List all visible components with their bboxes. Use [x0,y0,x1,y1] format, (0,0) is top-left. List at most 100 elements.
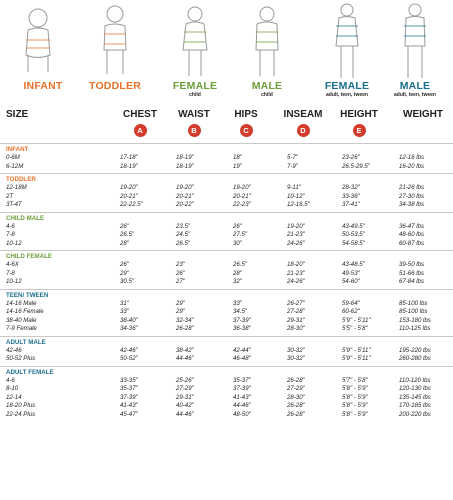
measurement-cell: 5'5" - 5'8" [342,325,368,332]
size-cell: 3T-4T [6,201,22,208]
size-cell: 4-6 [6,376,15,384]
measurement-cell: 9-11" [287,184,301,191]
table-row: 7-8 26.5" 24.5" 27.5" 21-23" 50-53.5" 48-60 lb… [0,231,453,240]
size-cell: 7-8 [6,269,15,277]
column-label: CHEST [123,109,157,120]
measurement-cell: 26" [120,222,129,230]
measurement-cell: 28" [120,239,129,247]
measure-badge: B [187,124,201,137]
measurement-cell: 27-28" [287,308,305,315]
measurement-cell: 29" [176,299,185,307]
toddler-figure-icon [103,5,127,74]
measurement-cell: 26-28" [287,376,305,384]
size-cell: 18-20 Plus [6,402,36,409]
height-column-header: HEIGHT E [334,109,384,137]
measurement-cell: 19-20" [233,184,251,191]
measurement-cell: 110-120 lbs [399,376,431,384]
size-table-body: INFANT 0-6M 17-18" 18-19" 18" 5-7" 23-26" 12-16… [0,143,453,421]
size-table-header: SIZE CHEST A WAIST B HIPS C INSEAM D HEI… [0,109,453,149]
measurement-cell: 34.5" [233,308,248,315]
measurement-cell: 46-48" [233,355,251,362]
measurement-cell: 50-53.5" [342,231,365,238]
table-row: 0-6M 17-18" 18-19" 18" 5-7" 23-26" 12-16 lbs [0,154,453,163]
weight-column-header: WEIGHT [398,109,448,120]
measurement-cell: 200-220 lbs [399,410,431,418]
figure-sublabel: child [189,92,201,98]
table-row: 2T 20-21" 20-21" 20-21" 10-12" 33-36" 27-30 lb… [0,193,453,202]
measurement-cell: 51-66 lbs [399,269,425,277]
measurement-cell: 43-48.5" [342,261,365,268]
measurement-cell: 60-87 lbs [399,239,425,247]
measurement-cell: 26.5-29.5" [342,162,370,170]
measurement-cell: 19-20" [287,222,305,230]
size-cell: 8-10 [6,385,19,392]
measurement-cell: 32-34" [176,316,194,324]
size-section: TEEN/ TWEEN 14-16 Male 31" 29" 33" 26-27" 59-6… [0,288,453,336]
size-cell: 6-12M [6,162,24,170]
figure-label: FEMALE [172,80,218,92]
measurement-cell: 18-19" [176,154,194,161]
size-cell: 38-40 Male [6,316,37,324]
figure-infant: INFANT [8,0,78,104]
measurement-cell: 48-50" [233,410,251,418]
table-row: 22-24 Plus 45-47" 44-46" 48-50" 26-28" 5'8" -… [0,411,453,420]
measurement-cell: 12-16 lbs [399,154,425,161]
figure-label: MALE [251,80,283,92]
measurement-cell: 37-41" [342,201,360,208]
measurement-cell: 5'8" - 5'9" [342,385,368,392]
measurement-cell: 85-100 lbs [399,308,428,315]
measurement-cell: 20-21" [233,192,251,200]
table-row: 12-14 37-39" 29-31" 41-43" 28-30" 5'8" - 5'9"… [0,394,453,403]
measurement-cell: 24-26" [287,278,305,285]
measurement-cell: 24.5" [176,231,191,238]
measurement-cell: 29-31" [287,316,305,324]
measurement-cell: 30" [233,239,242,247]
section-title: CHILD FEMALE [6,253,53,260]
measurement-cell: 5'7" - 5'8" [342,376,368,384]
measurement-cell: 23-26" [342,154,360,161]
size-cell: 14-16 Female [6,308,44,315]
figure-male-child: MALE child [232,0,302,104]
section-title: CHILD MALE [6,214,45,222]
size-cell: 50-52 Plus [6,355,36,362]
measurement-cell: 28-32" [342,184,360,191]
table-row: 14-16 Male 31" 29" 33" 26-27" 59-64" 85-100 lb… [0,300,453,309]
figure-female-child: FEMALE child [160,0,230,104]
measurement-cell: 44-46" [176,355,194,362]
measurement-cell: 33" [120,308,129,315]
measurement-cell: 59-64" [342,299,360,307]
male-adult-figure-icon [404,3,426,78]
measurement-cell: 5'9" - 5'11" [342,316,371,324]
chest-column-header: CHEST A [118,109,162,137]
column-label: HIPS [234,109,258,120]
measurement-cell: 38-40" [120,316,138,324]
measurement-cell: 153-180 lbs [399,316,431,324]
measurement-cell: 26.5" [120,231,135,238]
table-row: 4-6 33-35" 25-26" 35-37" 26-28" 5'7" - 5'8" 11… [0,377,453,386]
measurement-cell: 54-60" [342,278,360,285]
column-label: HEIGHT [340,109,378,120]
section-title: ADULT MALE [6,338,46,346]
table-row: 50-52 Plus 50-52" 44-46" 46-48" 30-32" 5'9" -… [0,355,453,364]
size-cell: 0-6M [6,154,20,161]
size-section: ADULT MALE 42-46 42-46" 38-42" 42-44" 30-32" 5… [0,335,453,366]
table-row: 12-18M 19-20" 19-20" 19-20" 9-11" 28-32" 21-26… [0,184,453,193]
measurement-cell: 36-38" [233,325,251,332]
section-title: ADULT FEMALE [6,368,54,376]
inseam-column-header: INSEAM D [278,109,328,137]
measurement-cell: 26" [120,261,129,268]
measurement-cell: 195-220 lbs [399,346,431,354]
table-row: 4-6X 26" 23" 26.5" 18-20" 43-48.5" 39-50 lbs [0,261,453,270]
measurement-cell: 67-84 lbs [399,278,425,285]
measurement-cell: 39-50 lbs [399,261,425,268]
table-row: 8-10 35-37" 27-29" 37-39" 27-29" 5'8" - 5'9" 1… [0,385,453,394]
figure-label: TODDLER [89,80,141,92]
measurement-cell: 5'9" - 5'11" [342,355,371,362]
size-cell: 12-14 [6,393,22,401]
figure-label: FEMALE [324,80,370,92]
table-row: 7-9 Female 34-36" 26-28" 36-38" 28-30" 5'5" -… [0,325,453,334]
table-row: 10-12 30.5" 27" 32" 24-26" 54-60" 67-84 lbs [0,278,453,287]
measurement-cell: 27.5" [233,231,248,238]
figure-sublabel: adult, teen, tween [394,92,436,98]
measurement-cell: 19" [233,162,242,170]
